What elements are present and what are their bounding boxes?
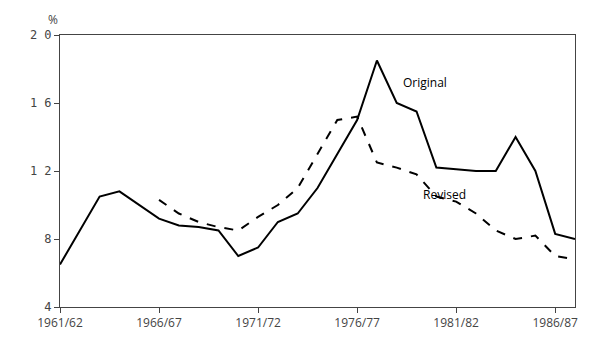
- svg-text:%: %: [48, 11, 58, 28]
- svg-text:4: 4: [44, 300, 51, 314]
- svg-text:8: 8: [44, 232, 51, 246]
- svg-text:1 2: 1 2: [30, 164, 52, 178]
- svg-text:Original: Original: [403, 74, 447, 91]
- svg-text:1966/67: 1966/67: [136, 314, 182, 331]
- svg-text:2 0: 2 0: [30, 28, 52, 42]
- svg-text:1971/72: 1971/72: [235, 314, 281, 331]
- svg-text:1 6: 1 6: [30, 96, 52, 110]
- svg-text:Revised: Revised: [423, 186, 466, 203]
- svg-text:1961/62: 1961/62: [37, 314, 83, 331]
- svg-text:1986/87: 1986/87: [532, 314, 578, 331]
- svg-text:1981/82: 1981/82: [433, 314, 479, 331]
- svg-text:1976/77: 1976/77: [334, 314, 380, 331]
